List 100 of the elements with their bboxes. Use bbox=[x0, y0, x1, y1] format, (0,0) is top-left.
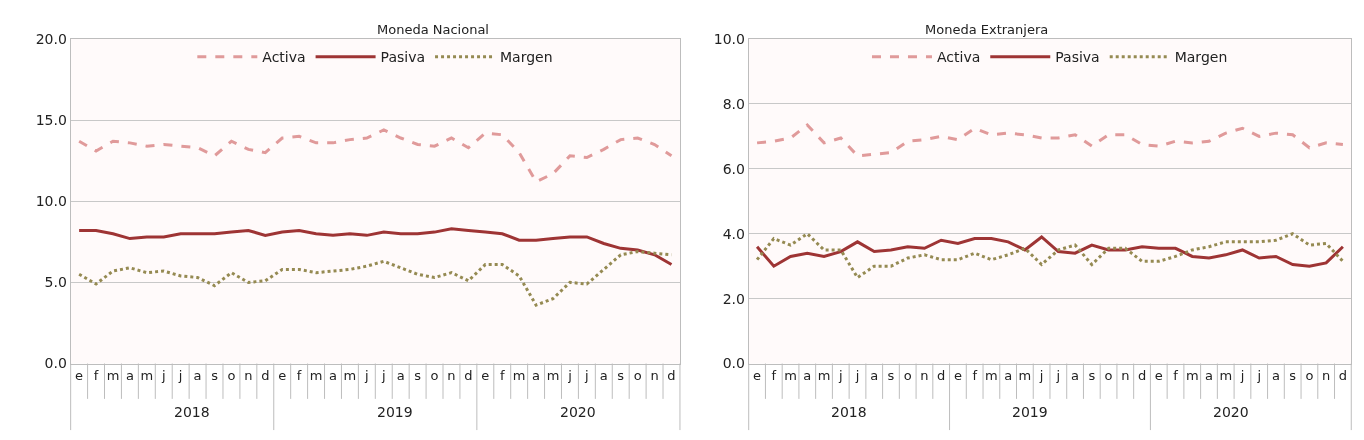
x-tick-label: a bbox=[1071, 368, 1080, 384]
y-tick-label: 5.0 bbox=[44, 274, 67, 291]
x-tick-label: f bbox=[972, 368, 978, 384]
x-tick-label: s bbox=[1088, 368, 1096, 384]
y-tick-label: 20.0 bbox=[35, 30, 67, 47]
x-tick-label: m bbox=[106, 368, 120, 384]
x-tick-label: o bbox=[430, 368, 439, 384]
x-tick-label: m bbox=[140, 368, 154, 384]
x-tick-label: a bbox=[329, 368, 337, 384]
y-tick-label: 2.0 bbox=[722, 290, 745, 307]
x-tick-label: m bbox=[784, 368, 797, 384]
x-tick-label: j bbox=[567, 368, 572, 384]
x-tick-label: a bbox=[870, 368, 879, 384]
line-series bbox=[755, 235, 1345, 268]
x-tick-label: m bbox=[512, 368, 526, 384]
text: 2020 bbox=[1213, 404, 1249, 420]
x-tick-label: j bbox=[1256, 368, 1262, 384]
y-tick-label: 8.0 bbox=[722, 95, 745, 112]
legend-label: Margen bbox=[1174, 49, 1228, 66]
y-tick-label: 10.0 bbox=[713, 30, 745, 47]
chart-title: Moneda Nacional bbox=[377, 22, 489, 37]
x-tick-label: e bbox=[1154, 368, 1163, 384]
x-tick-label: a bbox=[532, 368, 541, 384]
legend-label: Pasiva bbox=[380, 49, 426, 66]
x-tick-label: j bbox=[837, 368, 843, 384]
x-tick-label: m bbox=[1018, 368, 1032, 384]
x-tick-label: n bbox=[447, 368, 456, 384]
x-tick-label: a bbox=[599, 368, 608, 384]
x-tick-label: m bbox=[343, 368, 357, 384]
y-tick-label: 6.0 bbox=[722, 160, 745, 177]
x-tick-label: d bbox=[1338, 368, 1348, 384]
x-tick-label: a bbox=[125, 368, 134, 384]
x-tick-label: m bbox=[546, 368, 560, 384]
legend-label: Activa bbox=[936, 49, 981, 66]
x-tick-label: s bbox=[617, 368, 625, 384]
x-tick-label: a bbox=[1205, 368, 1213, 384]
x-tick-label: j bbox=[160, 368, 166, 384]
x-tick-label: n bbox=[1322, 368, 1331, 384]
x-tick-label: s bbox=[1289, 368, 1297, 384]
x-tick-label: s bbox=[887, 368, 895, 384]
x-tick-label: f bbox=[499, 368, 505, 384]
y-tick-label: 15.0 bbox=[35, 112, 67, 129]
x-tick-label: m bbox=[1185, 368, 1199, 384]
legend-label: Pasiva bbox=[1055, 49, 1100, 66]
x-tick-label: j bbox=[1239, 368, 1245, 384]
x-tick-label: o bbox=[633, 368, 642, 384]
x-tick-label: f bbox=[771, 368, 777, 384]
x-tick-label: s bbox=[414, 368, 422, 384]
x-tick-label: d bbox=[937, 368, 946, 384]
x-tick-label: j bbox=[380, 368, 386, 384]
x-tick-label: d bbox=[464, 368, 473, 384]
line-series bbox=[77, 250, 673, 307]
x-tick-label: e bbox=[953, 368, 962, 384]
legend-label: Activa bbox=[262, 49, 306, 66]
line-series bbox=[77, 128, 673, 184]
x-tick-label: f bbox=[93, 368, 99, 384]
x-tick-label: o bbox=[227, 368, 236, 384]
x-tick-label: m bbox=[985, 368, 998, 384]
x-tick-label: d bbox=[261, 368, 270, 384]
x-tick-label: j bbox=[1055, 368, 1061, 384]
x-tick-label: n bbox=[920, 368, 929, 384]
x-tick-label: a bbox=[803, 368, 812, 384]
x-tick-label: j bbox=[177, 368, 183, 384]
text: 2019 bbox=[1012, 404, 1048, 420]
x-tick-label: a bbox=[1271, 368, 1280, 384]
x-tick-label: n bbox=[1121, 368, 1130, 384]
x-tick-label: e bbox=[481, 368, 490, 384]
x-tick-label: n bbox=[244, 368, 253, 384]
chart-title: Moneda Extranjera bbox=[925, 22, 1049, 37]
x-tick-label: j bbox=[1038, 368, 1044, 384]
x-tick-label: m bbox=[1219, 368, 1233, 384]
x-tick-label: j bbox=[364, 368, 369, 384]
x-tick-label: d bbox=[667, 368, 676, 384]
y-tick-label: 0.0 bbox=[722, 355, 745, 372]
x-tick-label: j bbox=[584, 368, 589, 384]
x-tick-label: o bbox=[903, 368, 912, 384]
y-tick-label: 10.0 bbox=[35, 193, 67, 210]
line-series bbox=[755, 232, 1345, 280]
x-tick-label: e bbox=[753, 368, 762, 384]
x-tick-label: m bbox=[817, 368, 831, 384]
y-tick-label: 4.0 bbox=[722, 225, 745, 242]
x-tick-label: e bbox=[75, 368, 84, 384]
line-series bbox=[755, 123, 1345, 158]
x-tick-label: o bbox=[1104, 368, 1113, 384]
y-tick-label: 0.0 bbox=[44, 355, 67, 372]
x-tick-label: f bbox=[1173, 368, 1179, 384]
x-tick-label: o bbox=[1305, 368, 1314, 384]
x-tick-label: a bbox=[193, 368, 202, 384]
text: 2018 bbox=[831, 404, 867, 420]
x-tick-label: e bbox=[278, 368, 287, 384]
x-tick-label: a bbox=[396, 368, 405, 384]
x-tick-label: s bbox=[211, 368, 219, 384]
text: 2019 bbox=[377, 404, 413, 420]
x-tick-label: a bbox=[1004, 368, 1013, 384]
x-tick-label: d bbox=[1137, 368, 1147, 384]
text: 2020 bbox=[560, 404, 596, 420]
x-tick-label: n bbox=[650, 368, 659, 384]
legend-label: Margen bbox=[500, 49, 553, 66]
x-tick-label: f bbox=[296, 368, 302, 384]
x-tick-label: m bbox=[309, 368, 323, 384]
